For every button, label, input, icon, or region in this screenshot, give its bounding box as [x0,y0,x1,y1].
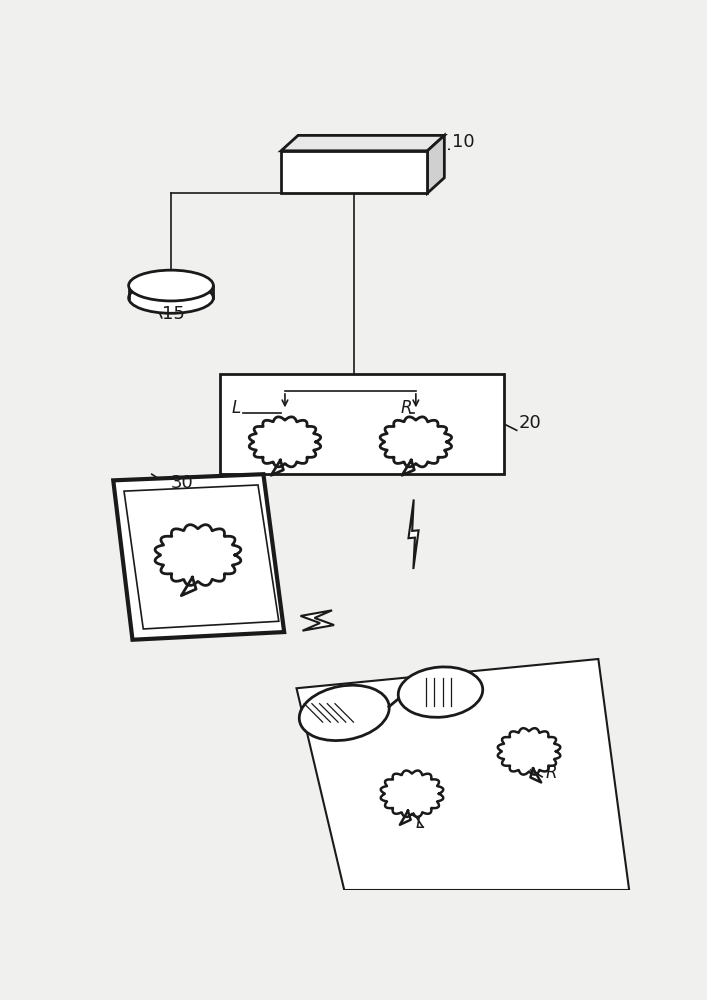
Text: 10: 10 [452,133,474,151]
Polygon shape [181,577,196,596]
Polygon shape [113,474,284,640]
Polygon shape [271,460,284,475]
Text: 20: 20 [518,414,541,432]
Text: R: R [546,764,558,782]
Ellipse shape [299,685,390,741]
Polygon shape [380,417,452,467]
Text: R: R [400,399,412,417]
Polygon shape [296,659,629,890]
Ellipse shape [129,282,214,313]
Polygon shape [250,417,321,467]
Polygon shape [381,771,443,817]
Polygon shape [498,728,560,775]
Text: 15: 15 [162,305,185,323]
Text: 30: 30 [171,474,194,492]
Polygon shape [409,499,419,569]
Text: L: L [415,814,424,832]
Polygon shape [530,768,541,782]
Polygon shape [281,151,428,193]
Polygon shape [400,811,411,825]
Polygon shape [402,460,414,475]
Ellipse shape [398,667,483,717]
Text: L: L [231,399,240,417]
Polygon shape [124,485,279,629]
Ellipse shape [129,270,214,301]
Polygon shape [281,135,444,151]
Polygon shape [219,374,504,474]
Polygon shape [300,610,334,631]
Polygon shape [155,525,241,585]
Polygon shape [428,135,444,193]
